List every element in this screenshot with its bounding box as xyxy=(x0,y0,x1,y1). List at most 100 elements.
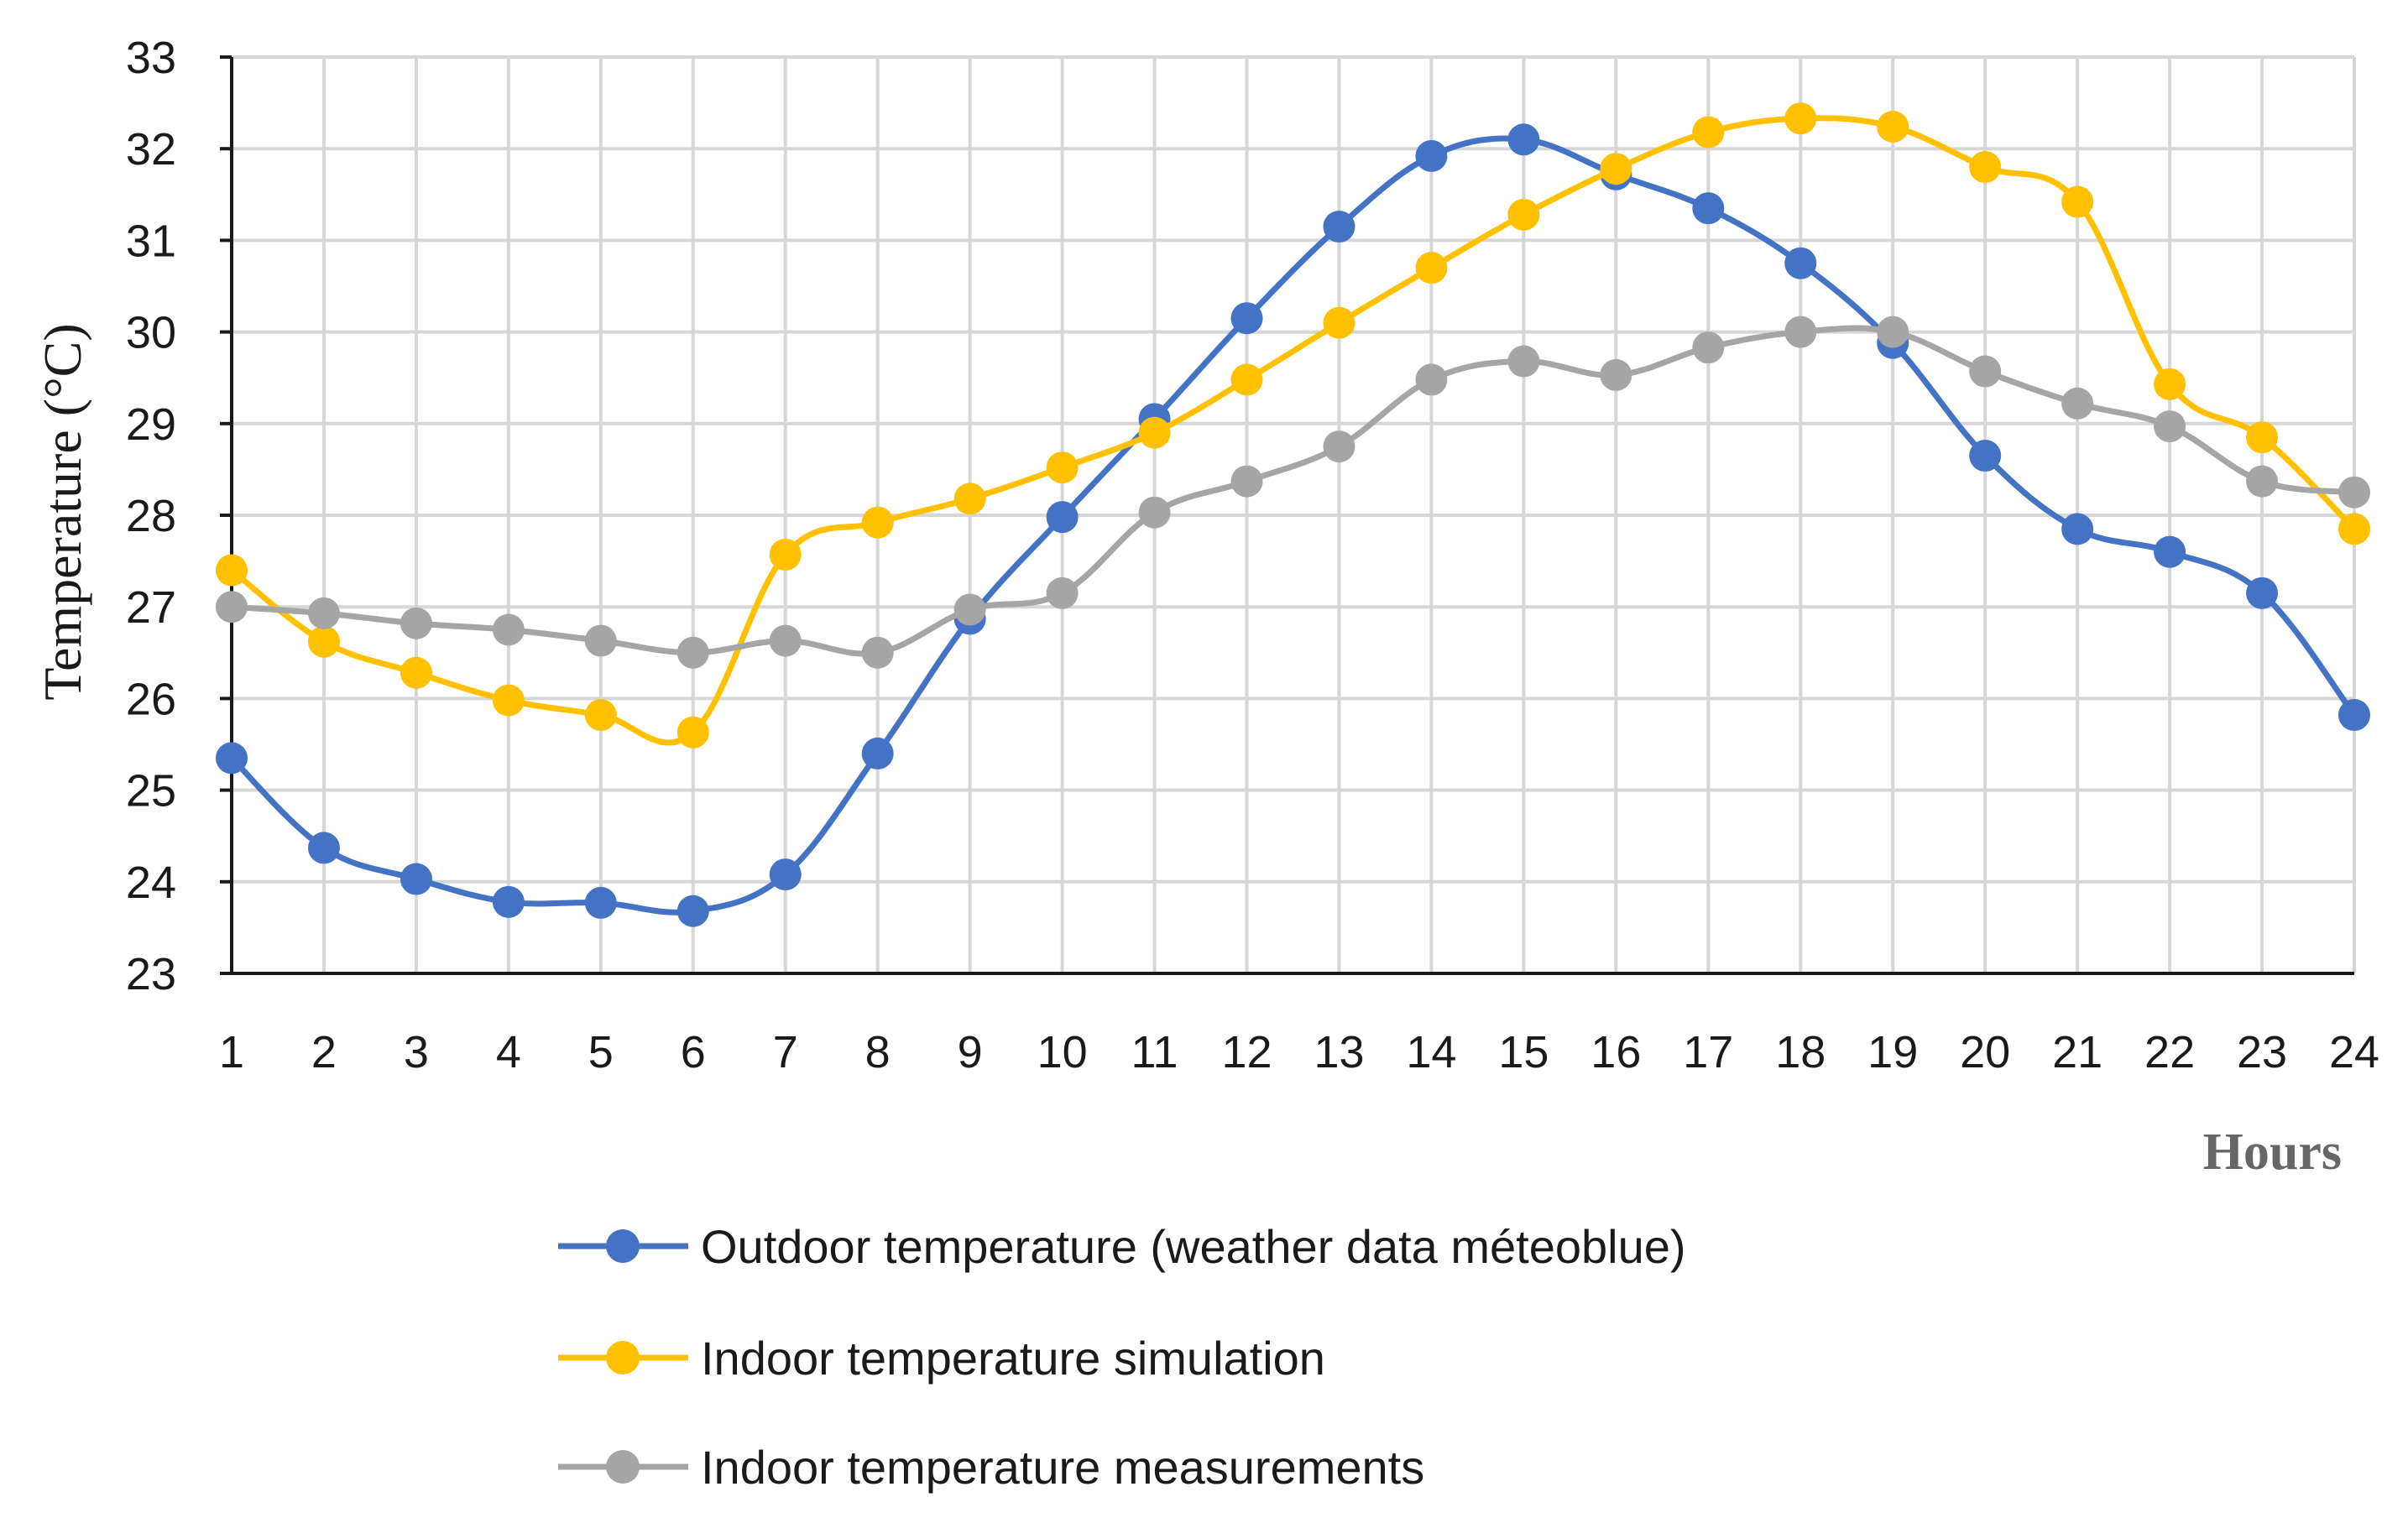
data-point xyxy=(2246,421,2279,454)
grid xyxy=(232,55,2356,973)
x-tick-label: 10 xyxy=(1037,1027,1088,1077)
data-point xyxy=(1323,430,1355,463)
x-tick-label: 5 xyxy=(588,1027,614,1077)
data-point xyxy=(1969,151,2002,184)
data-point xyxy=(2246,576,2279,609)
data-point xyxy=(2338,476,2370,509)
data-point xyxy=(2154,535,2186,568)
x-tick-label: 17 xyxy=(1683,1027,1733,1077)
data-point xyxy=(1230,363,1263,396)
legend-marker xyxy=(606,1341,640,1375)
y-axis-tick-labels: 23 24 25 26 27 28 29 30 31 32 33 xyxy=(126,33,176,999)
data-point xyxy=(1323,306,1355,339)
data-point xyxy=(307,625,340,658)
x-tick-label: 3 xyxy=(404,1027,429,1077)
legend-marker xyxy=(606,1229,640,1263)
data-point xyxy=(400,607,432,639)
data-point xyxy=(1046,451,1079,484)
data-point xyxy=(2061,387,2094,420)
data-point xyxy=(2061,513,2094,545)
data-point xyxy=(861,737,894,769)
data-point xyxy=(584,699,617,732)
x-tick-label: 13 xyxy=(1314,1027,1364,1077)
data-point xyxy=(1600,153,1632,185)
data-point xyxy=(216,554,248,587)
x-tick-label: 9 xyxy=(958,1027,983,1077)
data-point xyxy=(1507,345,1540,378)
x-tick-label: 16 xyxy=(1591,1027,1641,1077)
data-point xyxy=(584,886,617,919)
data-point xyxy=(1415,139,1448,172)
data-point xyxy=(2154,410,2186,443)
legend-item: Indoor temperature simulation xyxy=(558,1332,1325,1385)
series-3 xyxy=(216,316,2370,669)
x-tick-label: 6 xyxy=(681,1027,706,1077)
data-point xyxy=(584,624,617,657)
data-point xyxy=(1877,110,1909,143)
data-point xyxy=(861,506,894,539)
series-line xyxy=(228,115,2358,746)
axes xyxy=(220,55,2354,975)
y-tick-label: 26 xyxy=(126,674,176,724)
data-point xyxy=(400,863,432,895)
data-point xyxy=(1230,302,1263,335)
x-tick-label: 1 xyxy=(219,1027,244,1077)
data-point xyxy=(1323,211,1355,243)
data-point xyxy=(1692,192,1725,225)
data-point xyxy=(2338,513,2370,545)
data-point xyxy=(861,636,894,669)
x-tick-label: 12 xyxy=(1221,1027,1272,1077)
data-point xyxy=(1415,252,1448,284)
data-point xyxy=(1969,440,2002,472)
data-point xyxy=(307,597,340,629)
data-point xyxy=(676,636,709,669)
x-tick-label: 4 xyxy=(496,1027,521,1077)
y-tick-label: 28 xyxy=(126,491,176,541)
data-point xyxy=(1230,465,1263,498)
data-point xyxy=(2246,465,2279,498)
data-point xyxy=(1138,416,1171,449)
data-point xyxy=(1600,358,1632,391)
legend-label: Indoor temperature measurements xyxy=(701,1441,1424,1494)
x-tick-label: 14 xyxy=(1406,1027,1456,1077)
data-point xyxy=(769,858,802,891)
data-point xyxy=(953,483,986,515)
data-point xyxy=(1415,363,1448,396)
data-point xyxy=(1784,316,1817,348)
y-tick-label: 29 xyxy=(126,399,176,450)
x-tick-label: 23 xyxy=(2237,1027,2287,1077)
x-tick-label: 22 xyxy=(2144,1027,2195,1077)
data-point xyxy=(676,895,709,927)
data-point xyxy=(400,656,432,689)
x-tick-label: 18 xyxy=(1775,1027,1826,1077)
y-tick-label: 30 xyxy=(126,308,176,358)
series-group xyxy=(216,102,2370,927)
series-2 xyxy=(216,102,2370,749)
x-tick-label: 15 xyxy=(1498,1027,1549,1077)
data-point xyxy=(1046,576,1079,609)
data-point xyxy=(1507,198,1540,231)
data-point xyxy=(1784,247,1817,279)
x-tick-label: 11 xyxy=(1131,1027,1178,1077)
legend-item: Indoor temperature measurements xyxy=(558,1441,1424,1494)
y-tick-label: 27 xyxy=(126,582,176,633)
data-point xyxy=(307,832,340,864)
y-tick-label: 31 xyxy=(126,216,176,266)
x-axis-tick-labels: 1 2 3 4 5 6 7 8 9 10 11 12 13 14 15 16 17 18 19 20 21 22 23 24 xyxy=(219,1027,2379,1077)
x-axis-label: Hours xyxy=(2203,1124,2342,1181)
x-tick-label: 19 xyxy=(1867,1027,1918,1077)
data-point xyxy=(2061,185,2094,218)
y-tick-label: 32 xyxy=(126,124,176,175)
x-tick-label: 2 xyxy=(311,1027,337,1077)
data-point xyxy=(1877,316,1909,348)
y-tick-label: 25 xyxy=(126,766,176,816)
legend-label: Indoor temperature simulation xyxy=(701,1332,1325,1385)
data-point xyxy=(769,538,802,571)
legend: Outdoor temperature (weather data méteob… xyxy=(558,1220,1686,1494)
data-point xyxy=(1692,331,1725,364)
data-point xyxy=(1784,102,1817,135)
legend-marker xyxy=(606,1450,640,1484)
x-tick-label: 20 xyxy=(1960,1027,2010,1077)
x-tick-label: 7 xyxy=(773,1027,798,1077)
